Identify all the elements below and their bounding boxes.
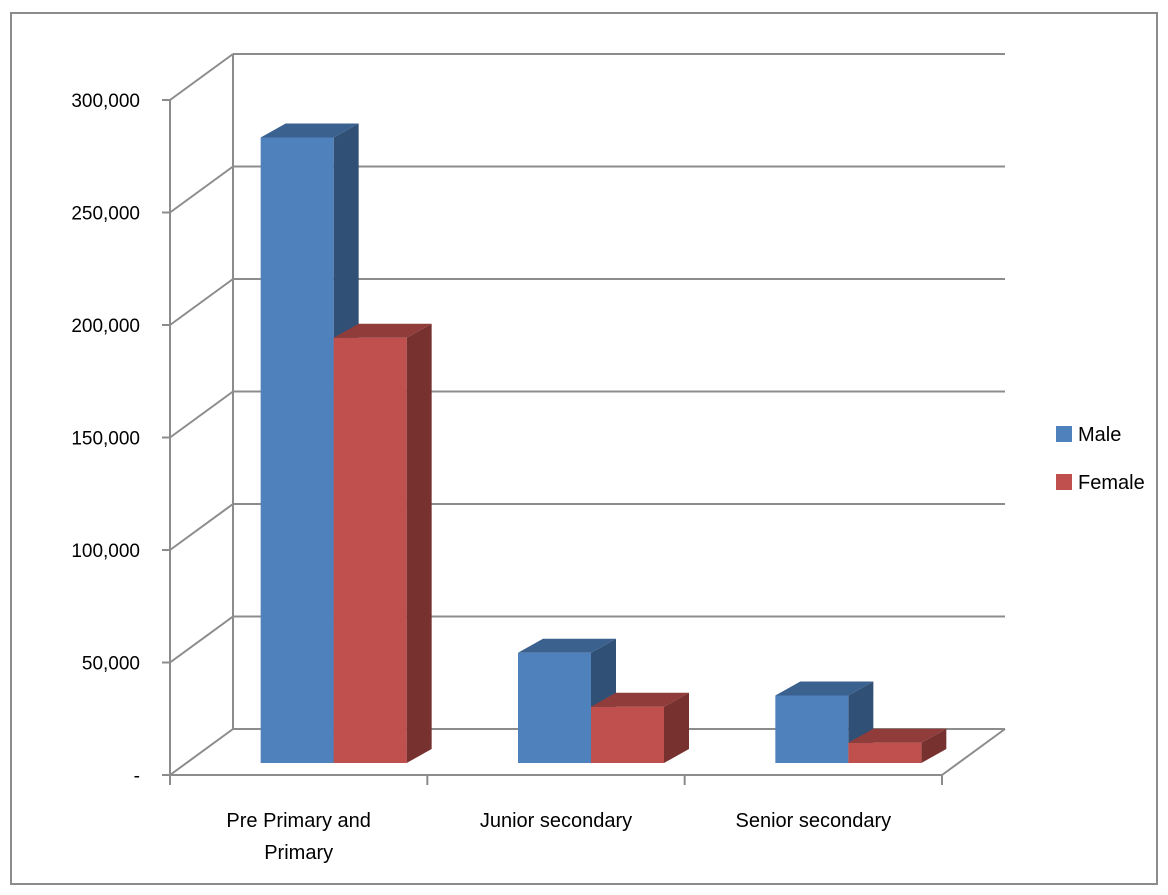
gridline	[169, 53, 1005, 101]
y-tick-label: 300,000	[71, 91, 140, 112]
bar	[848, 728, 947, 763]
bar	[518, 638, 616, 763]
y-tick-label: -	[134, 766, 140, 787]
x-category-label: Junior secondary	[480, 810, 632, 832]
legend-item: Male	[1056, 424, 1121, 446]
y-tick-label: 200,000	[71, 316, 140, 337]
legend-item: Female	[1056, 472, 1145, 494]
gridline	[169, 165, 1005, 214]
y-axis-tick-labels: - 50,000 100,000 150,000 200,000 250,000 300,0…	[71, 91, 140, 787]
bar	[591, 692, 689, 763]
x-category-label: Senior secondary	[736, 810, 892, 832]
legend-label: Male	[1078, 424, 1121, 446]
y-tick-label: 100,000	[71, 541, 140, 562]
y-tick-label: 150,000	[71, 429, 140, 450]
y-tick-label: 50,000	[82, 654, 140, 675]
x-category-label: Pre Primary and Primary	[226, 810, 371, 864]
legend-label: Female	[1078, 472, 1145, 494]
axes	[162, 99, 943, 785]
legend: Male Female	[1056, 424, 1145, 494]
legend-swatch	[1056, 426, 1072, 442]
y-tick-label: 250,000	[71, 204, 140, 225]
x-axis-category-labels: Pre Primary and Primary Junior secondary Se…	[226, 810, 891, 864]
bars	[260, 123, 947, 763]
legend-swatch	[1056, 474, 1072, 490]
bar	[333, 323, 432, 763]
gridline	[169, 278, 1005, 326]
